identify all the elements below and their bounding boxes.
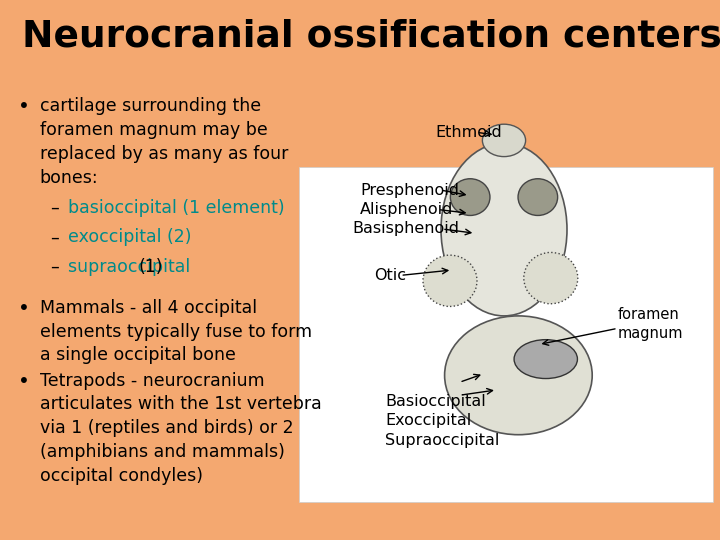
Text: •: •: [18, 372, 30, 390]
Text: (1): (1): [138, 258, 163, 276]
Text: Mammals - all 4 occipital
elements typically fuse to form
a single occipital bon: Mammals - all 4 occipital elements typic…: [40, 299, 312, 364]
Text: foramen
magnum: foramen magnum: [618, 307, 683, 341]
Text: –: –: [50, 258, 59, 276]
FancyBboxPatch shape: [299, 167, 713, 502]
Ellipse shape: [444, 316, 592, 435]
Ellipse shape: [423, 255, 477, 307]
Ellipse shape: [441, 143, 567, 316]
Text: •: •: [18, 299, 30, 318]
Ellipse shape: [523, 253, 577, 303]
Text: Alisphenoid: Alisphenoid: [360, 202, 454, 217]
Text: exoccipital (2): exoccipital (2): [68, 228, 192, 246]
Ellipse shape: [518, 179, 557, 215]
Text: basioccipital (1 element): basioccipital (1 element): [68, 199, 285, 217]
Text: cartilage surrounding the
foramen magnum may be
replaced by as many as four
bone: cartilage surrounding the foramen magnum…: [40, 97, 288, 187]
Ellipse shape: [514, 340, 577, 379]
Text: Neurocranial ossification centers: Neurocranial ossification centers: [22, 19, 720, 55]
Text: •: •: [18, 97, 30, 116]
Text: Tetrapods - neurocranium
articulates with the 1st vertebra
via 1 (reptiles and b: Tetrapods - neurocranium articulates wit…: [40, 372, 321, 485]
Text: Otic: Otic: [374, 268, 406, 283]
Text: supraoccipital: supraoccipital: [68, 258, 196, 276]
Text: Ethmoid: Ethmoid: [436, 125, 503, 140]
Text: Presphenoid: Presphenoid: [360, 183, 459, 198]
Ellipse shape: [482, 124, 526, 157]
Ellipse shape: [450, 179, 490, 215]
Text: –: –: [50, 228, 59, 246]
Text: Basisphenoid: Basisphenoid: [353, 221, 460, 237]
Text: Basioccipital
Exoccipital
Supraoccipital: Basioccipital Exoccipital Supraoccipital: [385, 394, 500, 448]
Text: –: –: [50, 199, 59, 217]
